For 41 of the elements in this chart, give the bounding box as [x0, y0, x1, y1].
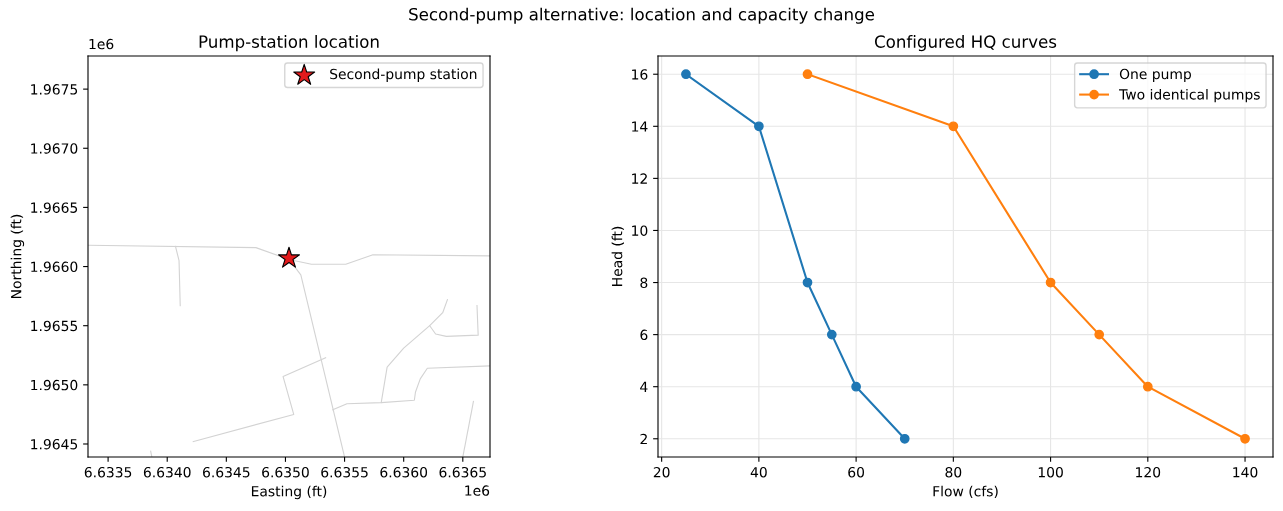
- y-tick-label: 8: [640, 277, 648, 289]
- y-tick-label: 2: [640, 433, 647, 445]
- y-tick-label: 10: [632, 225, 648, 236]
- chart-title: Pump-station location: [199, 35, 379, 52]
- x-tick-label: 6.6355: [321, 466, 368, 478]
- y-axis-title: Head (ft): [611, 226, 624, 286]
- x-tick-label: 120: [1136, 466, 1161, 478]
- x-tick-label: 140: [1233, 466, 1258, 478]
- chart-title: Configured HQ curves: [874, 35, 1057, 52]
- x-tick-label: 6.6335: [84, 466, 132, 478]
- y-tick-label: 16: [632, 69, 648, 80]
- x-tick-label: 6.6340: [143, 466, 191, 478]
- legend-label: One pump: [1119, 68, 1191, 82]
- y-tick-label: 1.9665: [31, 202, 78, 213]
- x-tick-label: 20: [653, 466, 670, 478]
- y-axis-title: Northing (ft): [10, 214, 25, 298]
- y-tick-label: 1.9660: [31, 261, 78, 273]
- x-axis-title: Flow (cfs): [933, 485, 998, 499]
- x-tick-label: 80: [945, 466, 962, 478]
- legend-label: Second-pump station: [330, 68, 477, 82]
- text: 1e6: [89, 38, 114, 50]
- y-tick-label: 14: [632, 121, 648, 132]
- y-tick-label: 6: [640, 329, 648, 341]
- y-tick-label: 4: [640, 381, 648, 392]
- y-tick-label: 1.9675: [31, 84, 78, 95]
- x-tick-label: 6.6365: [439, 466, 486, 478]
- y-tick-label: 1.9645: [31, 438, 78, 450]
- x-tick-label: 100: [1038, 466, 1063, 478]
- text: Second-pump alternative: location and capacity change: [409, 7, 875, 24]
- x-tick-label: 6.6345: [203, 466, 250, 478]
- x-axis-title: Easting (ft): [251, 485, 327, 500]
- y-tick-label: 1.9650: [31, 379, 78, 391]
- y-tick-label: 12: [632, 173, 647, 184]
- x-tick-label: 6.6360: [380, 466, 428, 478]
- y-tick-label: 1.9655: [31, 320, 78, 332]
- text: 1e6: [465, 485, 490, 496]
- x-tick-label: 40: [750, 466, 767, 478]
- x-tick-label: 6.6350: [262, 466, 309, 478]
- y-tick-label: 1.9670: [31, 143, 78, 154]
- x-tick-label: 60: [848, 466, 865, 478]
- legend-label: Two identical pumps: [1119, 88, 1260, 103]
